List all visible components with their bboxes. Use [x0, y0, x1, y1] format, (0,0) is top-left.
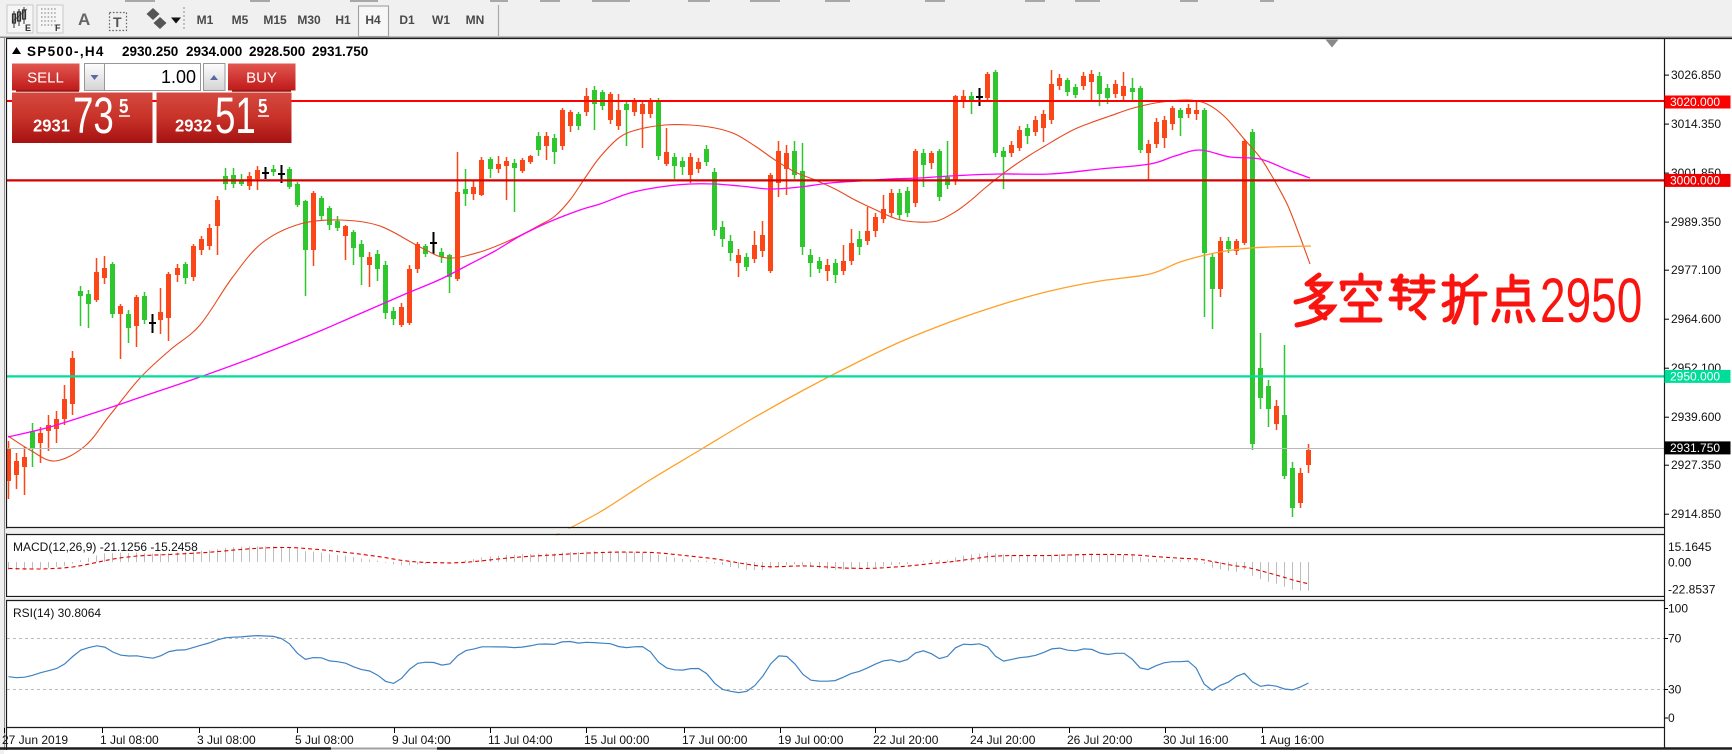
svg-text:5 Jul 08:00: 5 Jul 08:00 [295, 733, 354, 747]
svg-text:2930.250: 2930.250 [122, 44, 178, 59]
svg-text:A: A [78, 10, 90, 29]
svg-text:2964.600: 2964.600 [1671, 312, 1721, 326]
svg-text:M15: M15 [263, 13, 287, 27]
svg-text:2914.850: 2914.850 [1671, 507, 1721, 521]
svg-text:17 Jul 00:00: 17 Jul 00:00 [682, 733, 748, 747]
svg-text:2931: 2931 [33, 116, 70, 135]
svg-text:2931.750: 2931.750 [312, 44, 368, 59]
svg-text:0: 0 [1668, 711, 1675, 725]
svg-text:2931.750: 2931.750 [1670, 441, 1720, 455]
svg-text:27 Jun 2019: 27 Jun 2019 [2, 733, 68, 747]
svg-text:2950: 2950 [1540, 265, 1642, 336]
svg-text:5: 5 [119, 95, 128, 118]
svg-text:M1: M1 [197, 13, 214, 27]
svg-text:24 Jul 20:00: 24 Jul 20:00 [970, 733, 1036, 747]
svg-text:-22.8537: -22.8537 [1668, 583, 1716, 597]
svg-text:26 Jul 20:00: 26 Jul 20:00 [1067, 733, 1133, 747]
svg-text:H1: H1 [335, 13, 351, 27]
svg-text:73: 73 [73, 88, 114, 144]
svg-text:2939.600: 2939.600 [1671, 410, 1721, 424]
svg-text:SP500-,H4: SP500-,H4 [27, 44, 105, 59]
svg-text:22 Jul 20:00: 22 Jul 20:00 [873, 733, 939, 747]
svg-text:30 Jul 16:00: 30 Jul 16:00 [1163, 733, 1229, 747]
svg-text:SELL: SELL [27, 70, 64, 87]
svg-text:3014.350: 3014.350 [1671, 117, 1721, 131]
svg-text:M30: M30 [297, 13, 321, 27]
svg-text:F: F [55, 23, 61, 33]
svg-text:H4: H4 [365, 13, 381, 27]
svg-text:2934.000: 2934.000 [186, 44, 242, 59]
svg-text:5: 5 [258, 95, 267, 118]
svg-text:M5: M5 [232, 13, 249, 27]
svg-text:3020.000: 3020.000 [1670, 95, 1720, 109]
svg-text:2977.100: 2977.100 [1671, 263, 1721, 277]
svg-text:T: T [113, 14, 122, 30]
svg-text:70: 70 [1668, 632, 1682, 646]
svg-text:BUY: BUY [246, 70, 277, 87]
svg-text:100: 100 [1668, 602, 1688, 616]
svg-text:11 Jul 04:00: 11 Jul 04:00 [488, 733, 553, 747]
svg-text:E: E [25, 23, 31, 33]
svg-text:RSI(14) 30.8064: RSI(14) 30.8064 [13, 606, 101, 620]
svg-text:2928.500: 2928.500 [249, 44, 305, 59]
svg-text:D1: D1 [399, 13, 415, 27]
svg-text:2950.000: 2950.000 [1670, 369, 1720, 383]
svg-text:2989.350: 2989.350 [1671, 215, 1721, 229]
svg-text:3000.000: 3000.000 [1670, 173, 1720, 187]
svg-text:15.1645: 15.1645 [1668, 540, 1712, 554]
svg-text:2932: 2932 [175, 116, 212, 135]
svg-text:2927.350: 2927.350 [1671, 458, 1721, 472]
svg-text:MN: MN [466, 13, 485, 27]
svg-text:1 Aug 16:00: 1 Aug 16:00 [1260, 733, 1324, 747]
svg-text:1.00: 1.00 [161, 67, 196, 87]
svg-text:19 Jul 00:00: 19 Jul 00:00 [778, 733, 844, 747]
svg-text:3026.850: 3026.850 [1671, 68, 1721, 82]
svg-text:30: 30 [1668, 683, 1682, 697]
svg-text:0.00: 0.00 [1668, 556, 1692, 570]
svg-text:1 Jul 08:00: 1 Jul 08:00 [100, 733, 159, 747]
svg-text:9 Jul 04:00: 9 Jul 04:00 [392, 733, 451, 747]
svg-text:MACD(12,26,9) -21.1256 -15.245: MACD(12,26,9) -21.1256 -15.2458 [13, 540, 198, 554]
svg-text:3 Jul 08:00: 3 Jul 08:00 [197, 733, 256, 747]
svg-text:W1: W1 [432, 13, 450, 27]
svg-text:51: 51 [215, 88, 256, 144]
svg-text:15 Jul 00:00: 15 Jul 00:00 [584, 733, 650, 747]
